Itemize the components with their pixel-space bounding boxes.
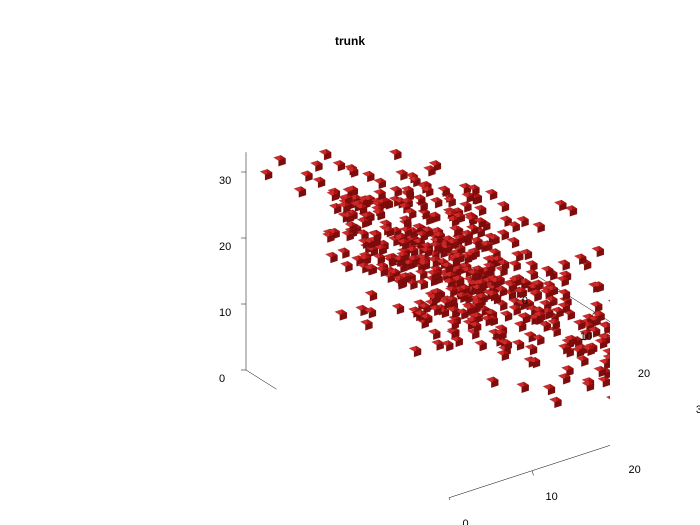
z-axis-tick-label: 10 (219, 307, 231, 319)
x-axis-tick-label: 0 (522, 295, 528, 307)
x-axis-tick-label: 30 (696, 404, 700, 416)
voxel-cloud (260, 149, 610, 408)
z-axis-tick-label: 0 (219, 373, 225, 385)
chart-title: trunk (0, 34, 700, 48)
y-axis-tick-label: 20 (629, 464, 641, 476)
z-axis-tick-label: 20 (219, 241, 231, 253)
x-axis-tick-label: 10 (580, 331, 592, 343)
z-axis-tick-label: 30 (219, 175, 231, 187)
y-axis-tick-label: 0 (463, 518, 469, 525)
y-axis-tick-label: 10 (546, 491, 558, 503)
chart-plot-area (90, 70, 610, 500)
x-axis-tick-label: 20 (638, 368, 650, 380)
